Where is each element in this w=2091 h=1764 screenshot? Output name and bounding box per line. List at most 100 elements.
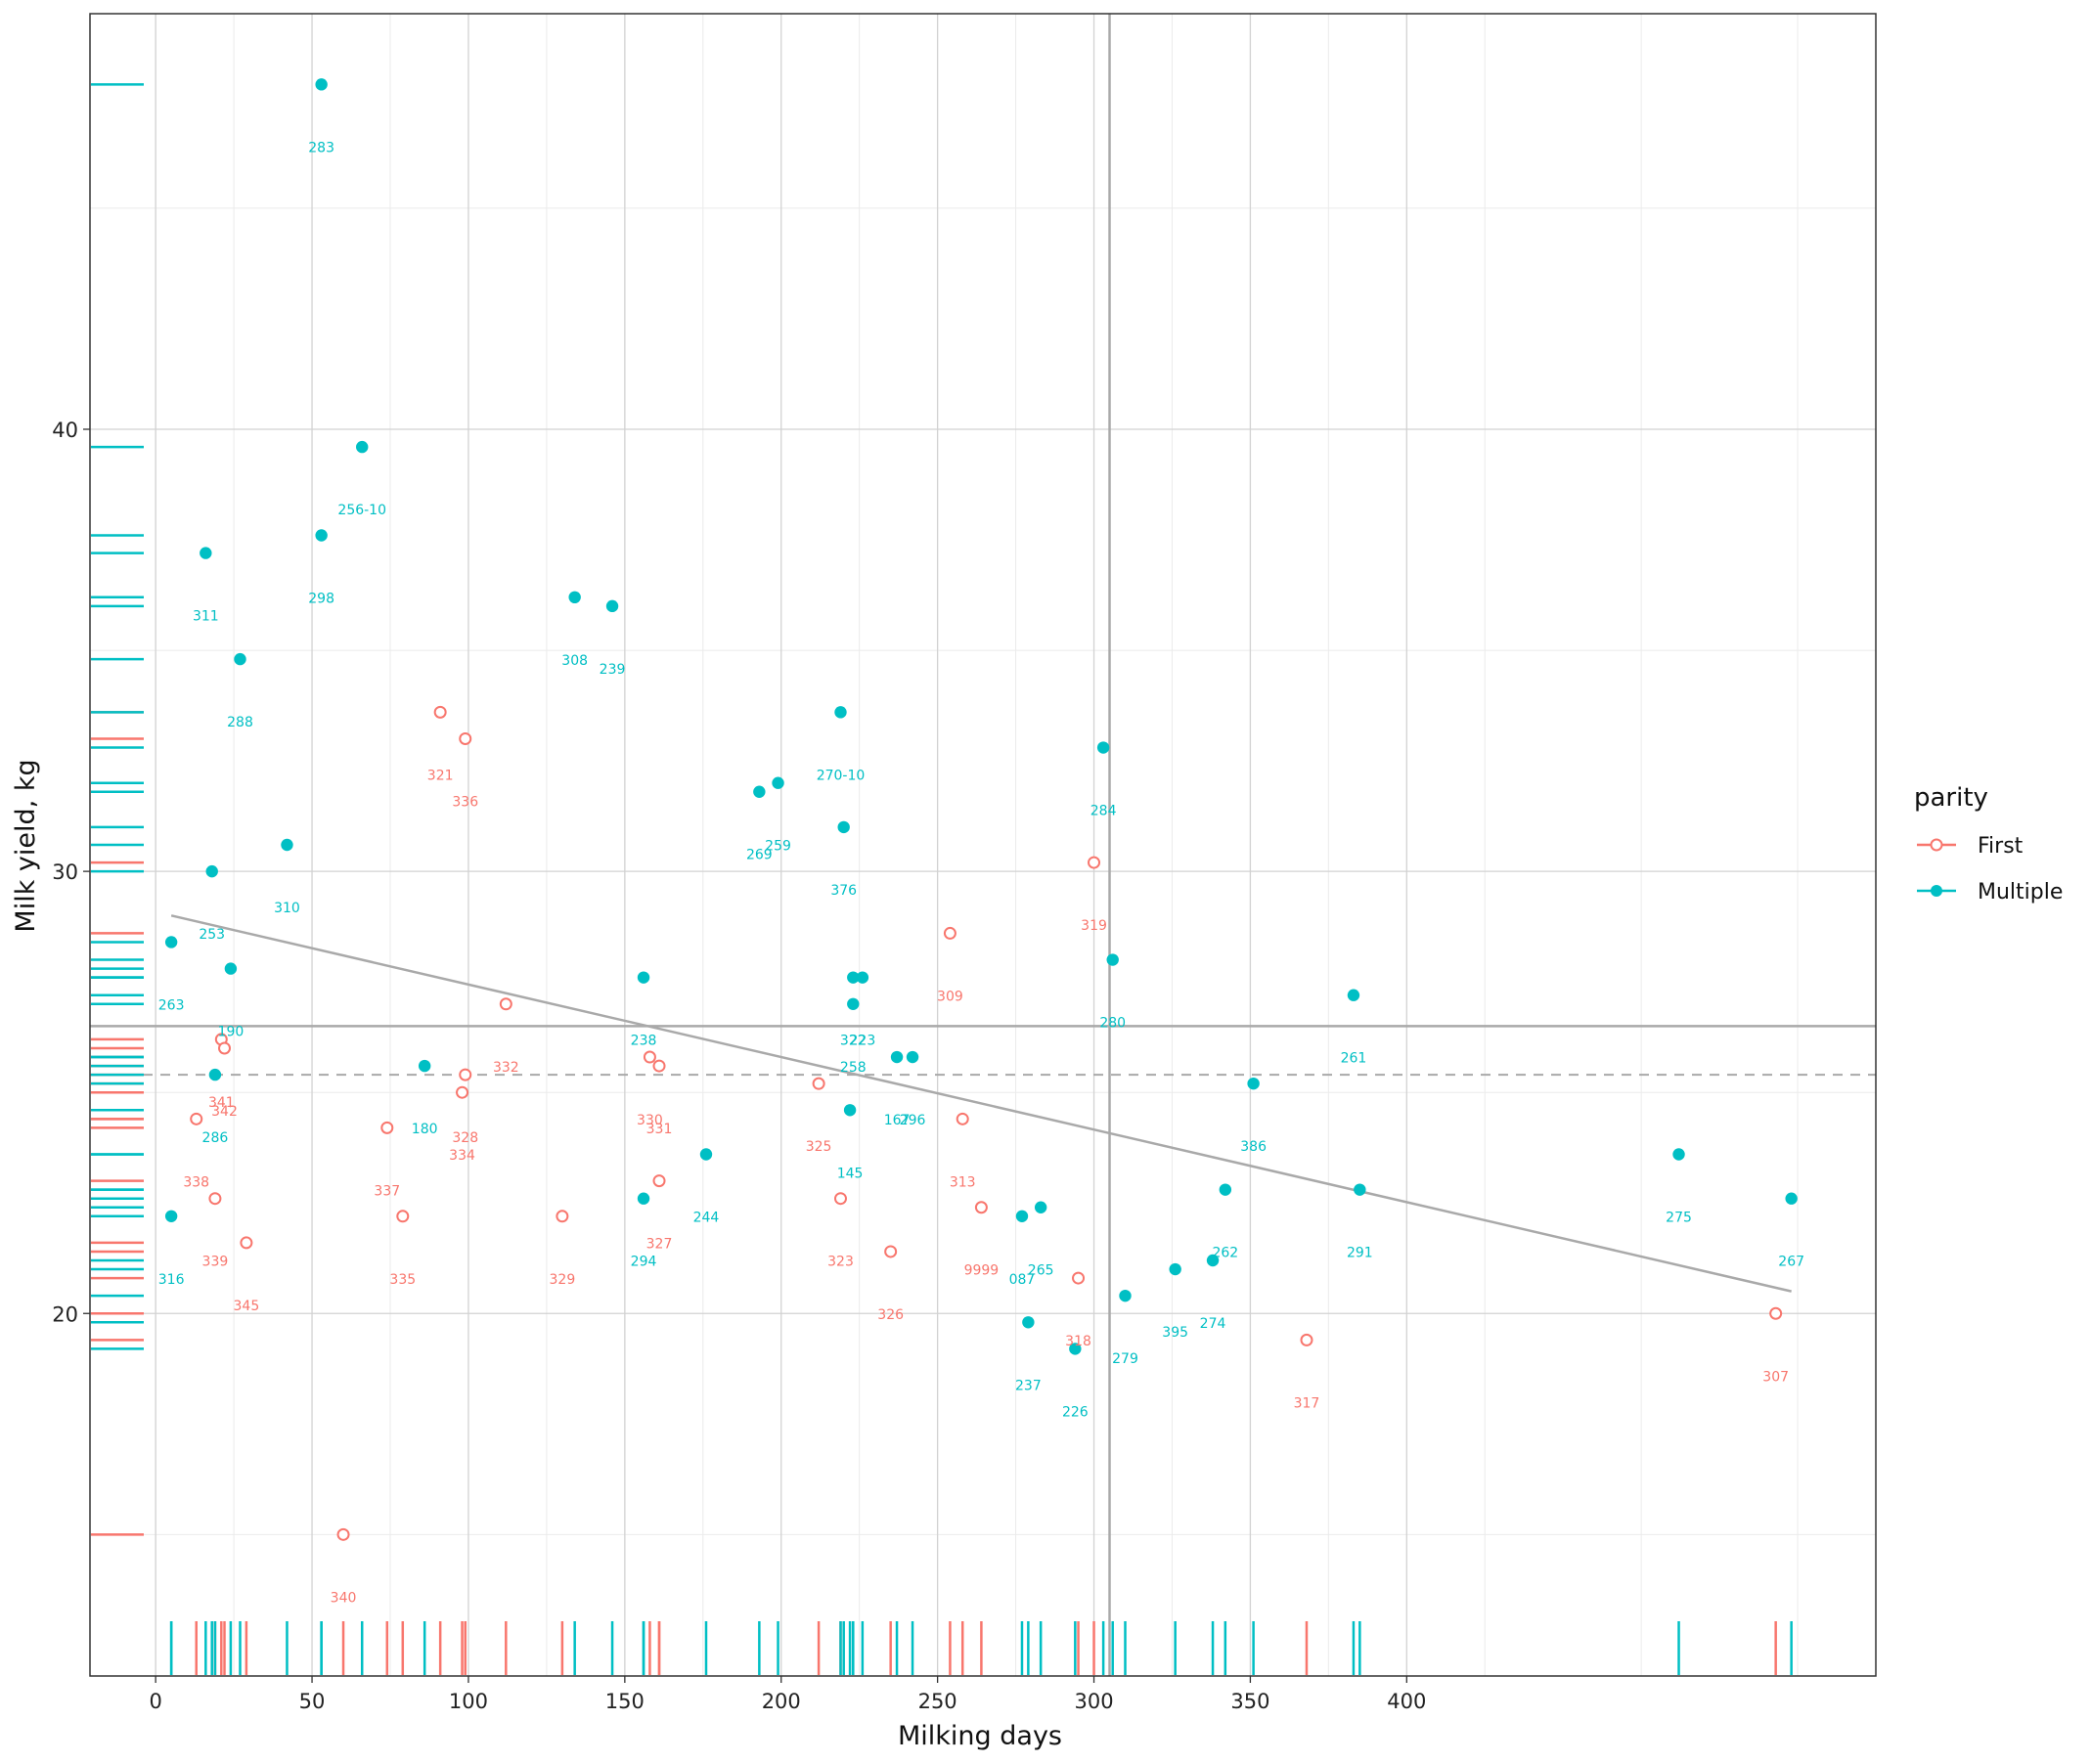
point-label: 267	[1778, 1255, 1804, 1270]
x-tick-label: 400	[1387, 1690, 1426, 1713]
data-point-multiple	[753, 785, 766, 798]
point-label: 329	[550, 1272, 576, 1288]
point-label: 316	[158, 1272, 185, 1288]
point-label: 345	[234, 1299, 260, 1314]
x-tick-label: 200	[762, 1690, 801, 1713]
point-label: 284	[1090, 804, 1117, 819]
reference-lines	[90, 14, 1876, 1676]
point-label: 269	[746, 848, 773, 863]
data-point-multiple	[164, 1210, 178, 1222]
data-point-multiple	[843, 1104, 857, 1117]
data-point-first	[499, 997, 512, 1011]
data-point-multiple	[1347, 989, 1360, 1001]
data-point-first	[336, 1527, 350, 1541]
y-tick-label: 30	[52, 860, 78, 884]
data-point-multiple	[1034, 1201, 1047, 1213]
data-point-multiple	[1354, 1183, 1366, 1196]
data-point-multiple	[224, 962, 238, 975]
legend-first-marker	[1930, 838, 1943, 852]
point-label: 237	[1015, 1378, 1042, 1393]
data-point-first	[218, 1041, 232, 1055]
grid-lines	[90, 14, 1876, 1676]
point-label: 279	[1112, 1351, 1138, 1367]
x-tick-label: 100	[449, 1690, 488, 1713]
x-tick-label: 50	[299, 1690, 326, 1713]
point-label: 291	[1347, 1246, 1373, 1261]
point-label: 327	[646, 1237, 673, 1253]
data-point-multiple	[1119, 1289, 1132, 1302]
point-label: 256-10	[337, 503, 386, 518]
data-point-first	[1300, 1333, 1313, 1346]
point-label: 9999	[964, 1263, 1000, 1279]
point-label: 319	[1081, 918, 1107, 934]
point-label: 337	[374, 1183, 400, 1199]
point-label: 145	[837, 1166, 864, 1181]
legend: parity First Multiple	[1914, 783, 2063, 904]
data-point-multiple	[208, 1068, 222, 1081]
data-point-multiple	[315, 529, 328, 542]
point-label: 323	[827, 1255, 854, 1270]
point-label: 331	[646, 1122, 673, 1137]
point-label: 259	[765, 839, 791, 855]
data-point-multiple	[1247, 1077, 1260, 1090]
data-point-first	[943, 926, 957, 940]
data-point-multiple	[200, 547, 212, 559]
data-point-multiple	[637, 971, 650, 984]
data-point-multiple	[1219, 1183, 1232, 1196]
data-point-multiple	[164, 936, 178, 948]
point-label: 270-10	[817, 768, 866, 783]
data-point-first	[380, 1121, 394, 1134]
point-label: 258	[840, 1060, 867, 1076]
data-point-multiple	[205, 864, 218, 878]
point-label: 239	[600, 662, 626, 678]
data-point-multiple	[637, 1192, 650, 1205]
y-axis-title: Milk yield, kg	[11, 759, 41, 932]
point-label: 311	[193, 609, 219, 625]
y-tick-label: 20	[52, 1302, 78, 1326]
point-label: 275	[1666, 1210, 1692, 1225]
data-point-first	[456, 1085, 469, 1099]
data-point-first	[884, 1245, 898, 1258]
data-point-first	[396, 1210, 410, 1223]
data-point-first	[956, 1112, 969, 1125]
data-point-first	[1072, 1271, 1086, 1285]
point-label: 167	[884, 1113, 911, 1128]
point-label: 395	[1162, 1325, 1188, 1341]
point-label: 283	[308, 140, 334, 155]
data-point-multiple	[847, 971, 860, 984]
data-point-first	[974, 1201, 988, 1214]
x-tick-label: 300	[1074, 1690, 1113, 1713]
point-label: 326	[877, 1307, 904, 1323]
point-label: 317	[1294, 1395, 1320, 1411]
x-tick-label: 0	[149, 1690, 161, 1713]
data-point-first	[1769, 1306, 1783, 1320]
point-label: 338	[183, 1174, 209, 1190]
point-label: 298	[308, 592, 334, 607]
point-label: 180	[412, 1122, 438, 1137]
data-point-first	[652, 1059, 666, 1073]
x-axis-title: Milking days	[898, 1721, 1062, 1751]
point-label: 376	[830, 883, 857, 899]
point-label: 339	[202, 1255, 229, 1270]
point-label: 325	[806, 1139, 832, 1155]
point-label: 288	[227, 715, 253, 730]
data-point-multiple	[568, 591, 581, 604]
point-label: 310	[274, 901, 300, 916]
legend-multiple-label: Multiple	[1978, 880, 2063, 904]
axis-ticks: 0 50 100 150 200 250 300 350 400 20 30 40	[52, 419, 1426, 1713]
point-label: 335	[389, 1272, 416, 1288]
point-label: 313	[950, 1174, 976, 1190]
legend-multiple-marker	[1931, 885, 1942, 897]
data-point-multiple	[1672, 1148, 1685, 1161]
data-point-multiple	[1096, 741, 1110, 754]
point-label: 307	[1762, 1369, 1789, 1385]
point-label: 262	[1212, 1246, 1238, 1261]
point-label: 244	[693, 1210, 720, 1225]
data-point-multiple	[1169, 1262, 1181, 1276]
data-point-first	[459, 1068, 472, 1081]
data-point-multiple	[356, 440, 369, 454]
point-label: 308	[561, 653, 588, 669]
data-point-first	[240, 1236, 253, 1250]
